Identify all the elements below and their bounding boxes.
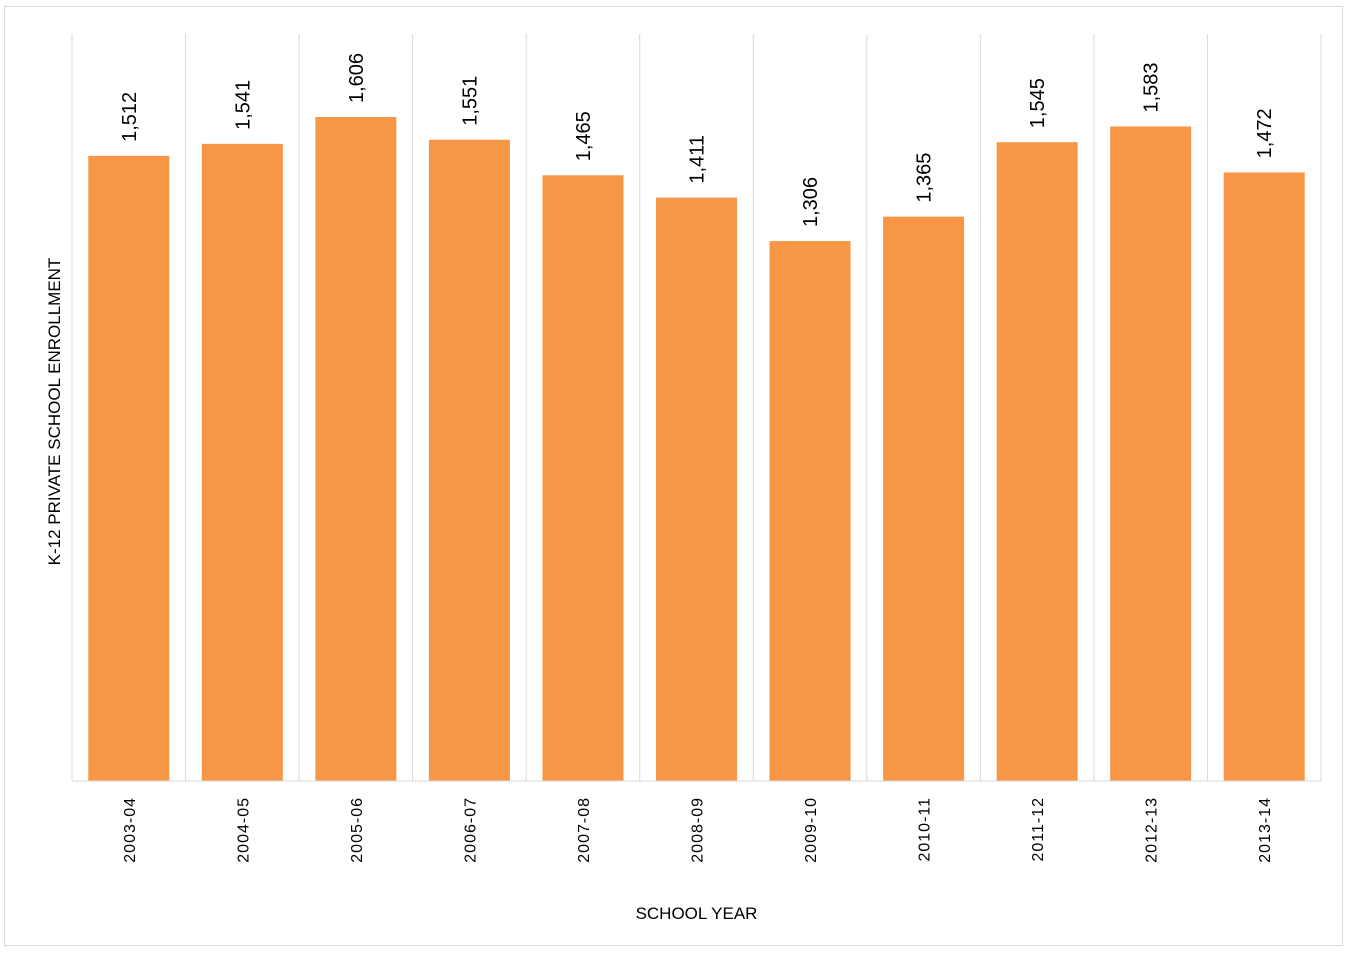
x-tick-label-2004-05: 2004-05 — [235, 797, 252, 863]
bar-2007-08 — [542, 175, 624, 781]
x-tick-label-2008-09: 2008-09 — [690, 797, 707, 863]
gridlines — [71, 34, 1322, 781]
data-label-2011-12: 1,545 — [1027, 78, 1049, 128]
x-tick-label-2005-06: 2005-06 — [349, 797, 366, 863]
x-tick-label-2003-04: 2003-04 — [122, 797, 139, 863]
bar-2006-07 — [428, 139, 510, 781]
data-label-2008-09: 1,411 — [687, 135, 709, 184]
x-tick-labels: 2003-04 2004-05 2005-06 2006-07 2007-08 2008-… — [122, 797, 1274, 863]
y-axis-title: K-12 PRIVATE SCHOOL ENROLLMENT — [45, 258, 64, 566]
data-label-2012-13: 1,583 — [1141, 62, 1163, 112]
data-label-2009-10: 1,306 — [800, 177, 822, 227]
data-label-2010-11: 1,365 — [914, 153, 936, 203]
data-label-2013-14: 1,472 — [1254, 108, 1276, 158]
bar-2011-12 — [996, 142, 1078, 781]
data-label-2004-05: 1,541 — [232, 80, 254, 130]
data-label-2007-08: 1,465 — [573, 111, 595, 161]
x-tick-label-2011-12: 2011-12 — [1030, 797, 1047, 862]
bar-2004-05 — [201, 143, 283, 782]
x-tick-label-2006-07: 2006-07 — [462, 797, 479, 863]
x-tick-label-2013-14: 2013-14 — [1257, 797, 1274, 863]
x-tick-label-2007-08: 2007-08 — [576, 797, 593, 863]
x-tick-label-2009-10: 2009-10 — [803, 797, 820, 863]
x-tick-label-2010-11: 2010-11 — [917, 797, 934, 862]
bar-2008-09 — [656, 197, 737, 781]
x-axis-title: SCHOOL YEAR — [636, 904, 758, 923]
data-label-2006-07: 1,551 — [459, 76, 481, 126]
bars — [88, 117, 1305, 782]
data-label-2005-06: 1,606 — [346, 53, 368, 103]
x-tick-label-2012-13: 2012-13 — [1144, 797, 1161, 863]
data-label-2003-04: 1,512 — [119, 92, 141, 142]
bar-2009-10 — [769, 241, 851, 782]
bar-2012-13 — [1110, 126, 1192, 781]
data-labels: 1,512 1,541 1,606 1,551 1,465 1,411 1,306 1,365… — [119, 53, 1276, 227]
bar-2003-04 — [88, 155, 170, 781]
bar-2005-06 — [315, 117, 397, 781]
bar-2013-14 — [1223, 172, 1305, 782]
bar-2010-11 — [883, 216, 965, 781]
